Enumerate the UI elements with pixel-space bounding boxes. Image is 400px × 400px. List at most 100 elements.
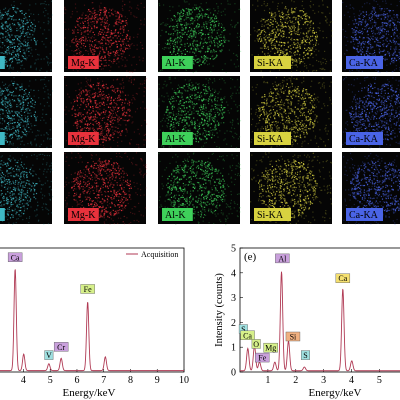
map-pixel (93, 25, 95, 27)
map-pixel (124, 119, 126, 121)
map-pixel (28, 112, 30, 115)
map-pixel (71, 50, 73, 52)
map-pixel (392, 22, 394, 24)
map-pixel (195, 33, 197, 35)
map-pixel (1, 16, 3, 18)
map-pixel (47, 17, 49, 19)
map-pixel (93, 88, 95, 90)
map-pixel (93, 130, 95, 132)
map-pixel (13, 5, 15, 7)
map-pixel (88, 147, 90, 149)
map-pixel (75, 122, 77, 124)
map-pixel (35, 120, 37, 122)
map-pixel (204, 58, 206, 60)
map-pixel (271, 39, 273, 41)
map-pixel (108, 64, 110, 66)
map-pixel (276, 36, 278, 38)
map-pixel (208, 113, 210, 115)
map-pixel (8, 128, 10, 130)
map-pixel (123, 28, 125, 30)
map-pixel (15, 131, 17, 133)
map-pixel (145, 87, 147, 89)
map-pixel (271, 23, 273, 25)
map-pixel (282, 52, 284, 54)
map-pixel (190, 30, 192, 32)
map-pixel (103, 98, 105, 100)
map-pixel (92, 7, 95, 9)
map-pixel (190, 13, 192, 15)
map-pixel (377, 3, 379, 5)
map-pixel (160, 35, 162, 37)
map-pixel (383, 35, 385, 37)
map-pixel (83, 108, 86, 110)
map-pixel (90, 37, 92, 39)
map-pixel (13, 122, 15, 124)
map-pixel (89, 48, 91, 50)
map-pixel (304, 40, 306, 42)
map-pixel (274, 43, 276, 45)
map-pixel (76, 95, 78, 97)
map-pixel (64, 37, 66, 39)
map-pixel (374, 33, 376, 35)
map-pixel (264, 53, 266, 55)
map-pixel (167, 39, 169, 41)
map-pixel (4, 120, 6, 122)
map-pixel (125, 22, 127, 24)
map-pixel (182, 49, 184, 52)
map-pixel (8, 68, 10, 70)
map-pixel (126, 33, 128, 36)
map-pixel (269, 54, 271, 57)
map-pixel (9, 67, 11, 69)
map-pixel (219, 50, 221, 52)
map-pixel (7, 101, 9, 103)
map-pixel (18, 62, 20, 64)
map-pixel (76, 49, 78, 51)
map-pixel (121, 34, 124, 36)
map-pixel (202, 56, 204, 58)
map-pixel (308, 50, 310, 52)
map-pixel (275, 47, 277, 49)
map-pixel (105, 34, 108, 36)
map-pixel (89, 47, 91, 49)
map-pixel (289, 51, 291, 53)
map-pixel (40, 143, 42, 145)
map-pixel (103, 147, 105, 149)
map-pixel (79, 113, 82, 115)
map-pixel (278, 15, 281, 17)
map-pixel (172, 39, 174, 41)
map-pixel (367, 42, 369, 44)
map-pixel (112, 132, 114, 134)
map-pixel (11, 110, 13, 112)
map-pixel (139, 59, 141, 61)
map-pixel (71, 10, 74, 13)
map-pixel (32, 27, 34, 29)
map-pixel (359, 42, 361, 44)
map-pixel (216, 37, 218, 39)
map-pixel (210, 17, 212, 19)
map-pixel (383, 27, 385, 30)
map-pixel (26, 108, 28, 110)
map-pixel (9, 44, 11, 46)
map-pixel (291, 27, 294, 29)
map-pixel (97, 112, 99, 114)
map-pixel (16, 11, 18, 13)
map-pixel (101, 131, 103, 133)
map-pixel (30, 123, 32, 125)
map-pixel (233, 52, 235, 55)
map-pixel (6, 141, 8, 143)
map-pixel (199, 60, 201, 62)
map-pixel (190, 36, 192, 38)
map-pixel (89, 101, 92, 103)
map-pixel (16, 30, 18, 32)
map-pixel (17, 99, 20, 102)
map-pixel (360, 21, 362, 23)
map-pixel (4, 14, 6, 16)
map-pixel (125, 43, 127, 45)
map-pixel (22, 30, 24, 32)
map-pixel (25, 43, 27, 45)
map-pixel (304, 63, 306, 65)
map-pixel (260, 39, 262, 41)
map-pixel (383, 13, 385, 15)
map-pixel (4, 97, 6, 99)
map-pixel (371, 15, 373, 18)
